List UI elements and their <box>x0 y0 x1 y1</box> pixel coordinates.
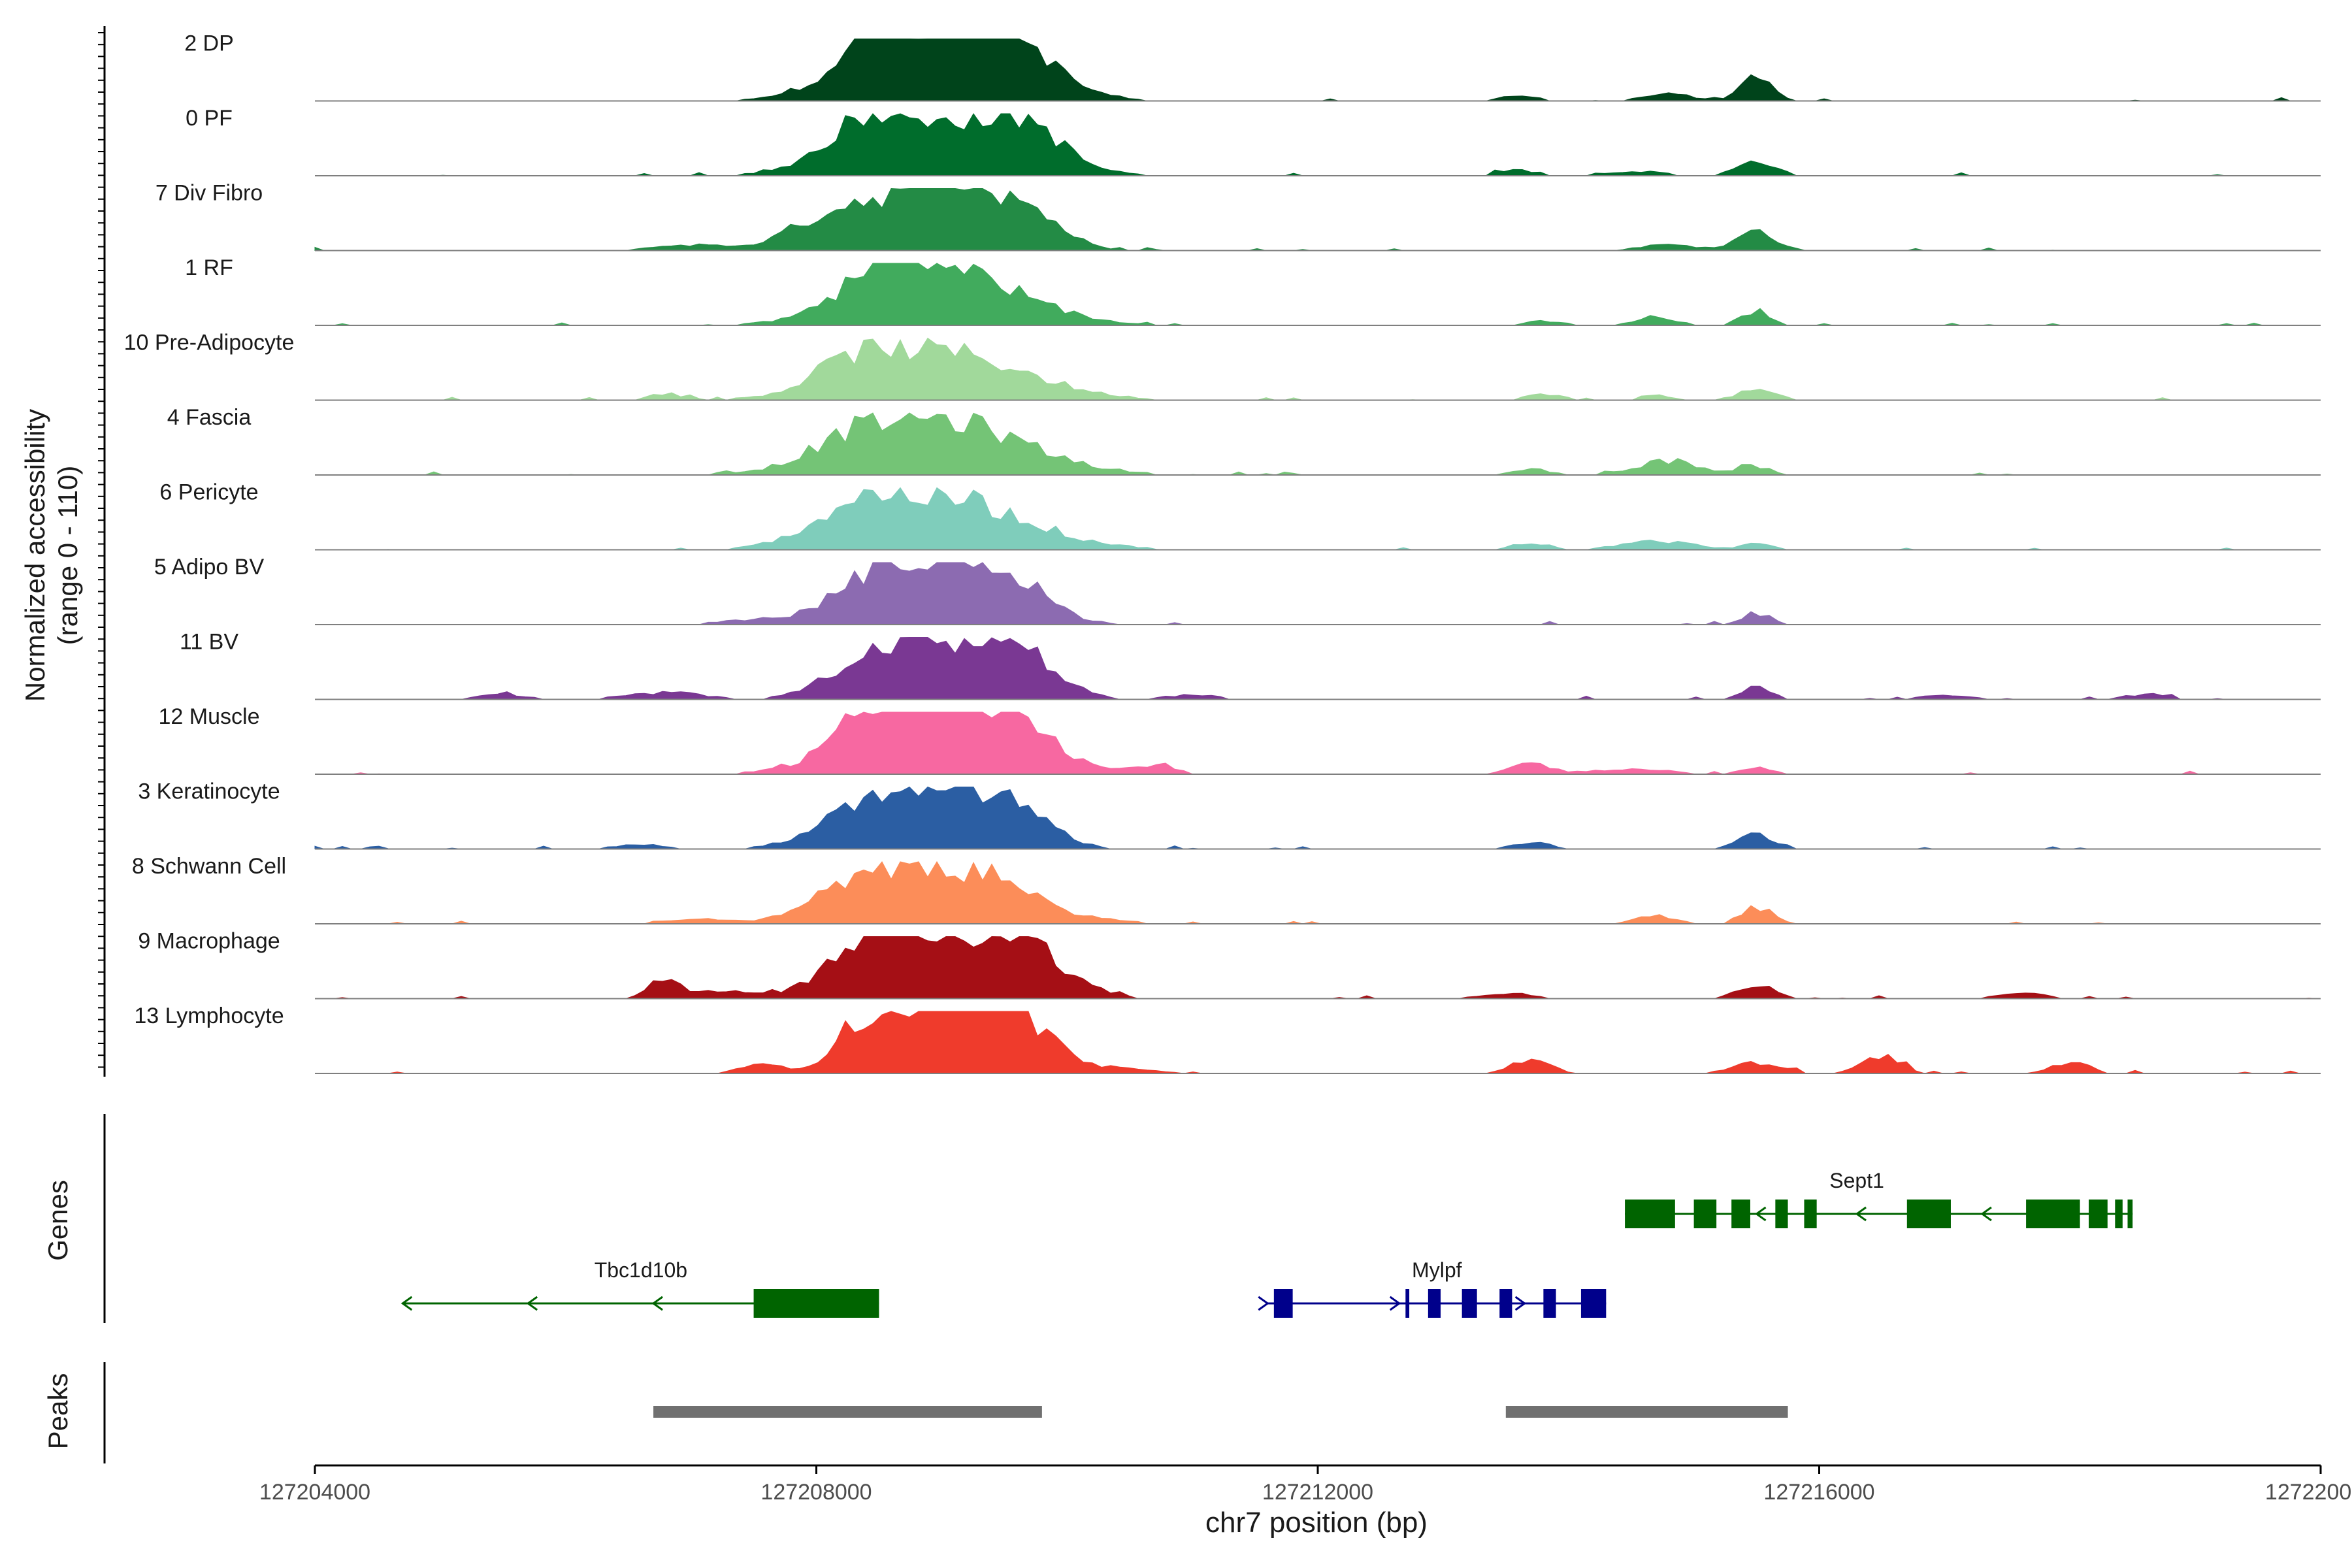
track-label: 4 Fascia <box>167 405 252 430</box>
gene-exon <box>1405 1289 1410 1318</box>
gene-exon <box>1462 1289 1477 1318</box>
strand-arrow-icon <box>1855 1206 1867 1222</box>
gene-exon <box>1731 1200 1750 1228</box>
coverage-area <box>315 637 2321 700</box>
coverage-track: 3 Keratinocyte <box>138 779 2321 850</box>
gene-exon <box>2127 1200 2133 1228</box>
gene-exon <box>1543 1289 1556 1318</box>
coverage-track: 9 Macrophage <box>138 928 2321 1000</box>
track-label: 10 Pre-Adipocyte <box>124 330 295 355</box>
gene-exon <box>1804 1200 1817 1228</box>
y-axis-label-line2: (range 0 - 110) <box>52 466 83 645</box>
coverage-track: 12 Muscle <box>159 704 2321 775</box>
track-label: 5 Adipo BV <box>154 555 265 580</box>
coverage-track: 13 Lymphocyte <box>134 1004 2321 1074</box>
coverage-track: 0 PF <box>186 106 2321 176</box>
x-tick-label: 127216000 <box>1763 1480 1874 1505</box>
strand-arrow-icon <box>526 1296 538 1311</box>
y-axis-label-line1: Normalized accessibility <box>20 409 50 702</box>
strand-arrow-icon <box>651 1296 663 1311</box>
coverage-track: 2 DP <box>184 31 2321 102</box>
gene-exon <box>2115 1200 2123 1228</box>
gene-label: Mylpf <box>1412 1258 1462 1282</box>
coverage-area <box>315 711 2321 775</box>
gene-label: Tbc1d10b <box>595 1258 687 1282</box>
coverage-track: 6 Pericyte <box>159 480 2321 551</box>
coverage-track: 4 Fascia <box>167 405 2321 476</box>
x-tick-label: 127204000 <box>259 1480 370 1505</box>
gene-model: Sept1 <box>1625 1169 2133 1228</box>
gene-exon <box>1906 1200 1951 1228</box>
gene-model: Tbc1d10b <box>400 1258 879 1318</box>
coverage-track: 7 Div Fibro <box>155 180 2321 252</box>
track-label: 9 Macrophage <box>138 928 280 953</box>
strand-arrow-icon <box>1754 1206 1767 1222</box>
track-label: 0 PF <box>186 106 233 131</box>
track-label: 2 DP <box>184 31 234 56</box>
gene-exon <box>1580 1289 1607 1318</box>
coverage-area <box>315 487 2321 550</box>
strand-arrow-icon <box>1258 1296 1269 1311</box>
peaks-panel <box>103 1362 1788 1463</box>
track-label: 13 Lymphocyte <box>134 1004 284 1028</box>
x-axis-title: chr7 position (bp) <box>1205 1507 1428 1539</box>
coverage-tracks: 2 DP 0 PF 7 Div Fibro 1 RF 10 Pre-Adipocyte 4… <box>98 26 2321 1077</box>
coverage-area <box>315 861 2321 924</box>
strand-arrow-icon <box>400 1296 413 1311</box>
genes-panel-label: Genes <box>42 1180 73 1261</box>
gene-exon <box>1428 1289 1441 1318</box>
track-label: 1 RF <box>185 255 233 280</box>
gene-exon <box>1693 1200 1717 1228</box>
coverage-track: 8 Schwann Cell <box>132 854 2321 924</box>
coverage-track: 10 Pre-Adipocyte <box>124 330 2321 401</box>
gene-exon <box>1775 1200 1788 1228</box>
x-tick-label: 127208000 <box>760 1480 872 1505</box>
coverage-area <box>315 113 2321 176</box>
coverage-track: 1 RF <box>185 255 2321 326</box>
coverage-area <box>315 936 2321 1000</box>
track-label: 6 Pericyte <box>159 480 258 504</box>
gene-exon <box>1625 1200 1675 1228</box>
gene-exon <box>753 1289 879 1318</box>
coverage-area <box>315 412 2321 476</box>
coverage-area <box>314 786 2321 850</box>
coverage-area <box>314 188 2321 252</box>
coverage-track: 11 BV <box>180 629 2321 700</box>
gene-annotation-panel: Sept1 Tbc1d10b Mylpf <box>103 1114 2133 1323</box>
track-label: 11 BV <box>180 629 238 654</box>
gene-exon <box>2026 1200 2080 1228</box>
gene-exon <box>1499 1289 1512 1318</box>
strand-arrow-icon <box>1514 1296 1527 1311</box>
coverage-area <box>315 1011 2321 1074</box>
strand-arrow-icon <box>1389 1296 1401 1311</box>
gene-label: Sept1 <box>1829 1169 1884 1192</box>
coverage-area <box>315 337 2321 401</box>
coverage-area <box>315 263 2321 326</box>
x-tick-label: 127220000 <box>2265 1480 2352 1505</box>
track-label: 8 Schwann Cell <box>132 854 286 879</box>
track-label: 3 Keratinocyte <box>138 779 280 804</box>
peak-region <box>653 1406 1042 1418</box>
track-label: 7 Div Fibro <box>155 180 263 205</box>
coverage-area <box>315 562 2321 625</box>
coverage-track: 5 Adipo BV <box>154 555 2321 625</box>
coverage-area <box>315 39 2321 101</box>
gene-exon <box>2089 1200 2108 1228</box>
track-label: 12 Muscle <box>159 704 260 729</box>
x-axis: 127204000 127208000 127212000 127216000 1272… <box>259 1464 2352 1505</box>
peak-region <box>1505 1406 1788 1418</box>
gene-exon <box>1273 1289 1293 1318</box>
peaks-panel-label: Peaks <box>42 1373 73 1450</box>
strand-arrow-icon <box>1980 1206 1992 1222</box>
x-tick-label: 127212000 <box>1262 1480 1373 1505</box>
gene-model: Mylpf <box>1258 1258 1607 1318</box>
